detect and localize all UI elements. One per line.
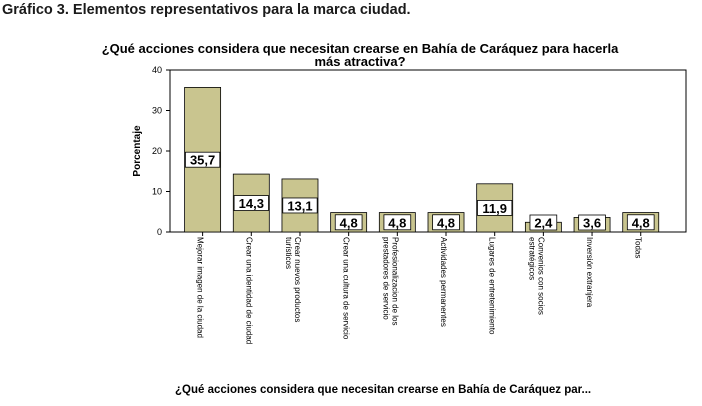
y-tick-label: 0 bbox=[157, 227, 162, 237]
data-label: 35,7 bbox=[190, 153, 215, 168]
y-axis-title: Porcentaje bbox=[132, 125, 143, 177]
figure-caption: Gráfico 3. Elementos representativos par… bbox=[2, 2, 411, 18]
data-label: 4,8 bbox=[437, 215, 455, 230]
y-tick-label: 30 bbox=[152, 106, 162, 116]
category-label: Crear una identidad de ciudad bbox=[244, 237, 253, 344]
category-label: Convenios con sociosestratégicos bbox=[527, 237, 545, 315]
category-label: Crear una cultura de servicio bbox=[342, 237, 351, 340]
data-label-box bbox=[477, 200, 513, 216]
category-label: Todas bbox=[634, 237, 643, 258]
data-label-box bbox=[626, 214, 655, 231]
category-label: Crear nuevos productosturísticos bbox=[284, 237, 302, 322]
data-label: 4,8 bbox=[388, 215, 406, 230]
data-label-box bbox=[185, 151, 221, 168]
x-axis-title: ¿Qué acciones considera que necesitan cr… bbox=[175, 384, 592, 396]
data-label-box bbox=[529, 214, 558, 231]
category-label: Profesionalizacion de losprestadores de … bbox=[381, 237, 399, 326]
data-label-box bbox=[383, 214, 412, 231]
data-label: 11,9 bbox=[482, 201, 507, 216]
data-label: 13,1 bbox=[287, 198, 312, 213]
data-label-box bbox=[432, 214, 460, 231]
category-label: Actividades permanentes bbox=[439, 237, 448, 327]
data-label: 2,4 bbox=[534, 216, 553, 231]
y-tick-label: 10 bbox=[152, 187, 162, 197]
data-label-box bbox=[233, 195, 269, 211]
category-label: Mejorar imagen de la ciudad bbox=[196, 237, 205, 338]
y-tick-label: 40 bbox=[152, 65, 162, 75]
data-label-box bbox=[578, 214, 606, 231]
category-label: Inversión extranjera bbox=[585, 237, 594, 308]
category-label: Lugares de entretenimiento bbox=[488, 237, 497, 335]
data-label-box bbox=[282, 197, 318, 214]
chart-title: ¿Qué acciones considera que necesitan cr… bbox=[101, 41, 619, 69]
data-label: 4,8 bbox=[340, 215, 358, 230]
data-label: 3,6 bbox=[583, 216, 601, 231]
y-tick-label: 20 bbox=[152, 146, 162, 156]
data-label: 4,8 bbox=[632, 215, 650, 230]
data-label-box bbox=[334, 214, 363, 231]
data-label: 14,3 bbox=[239, 196, 264, 211]
